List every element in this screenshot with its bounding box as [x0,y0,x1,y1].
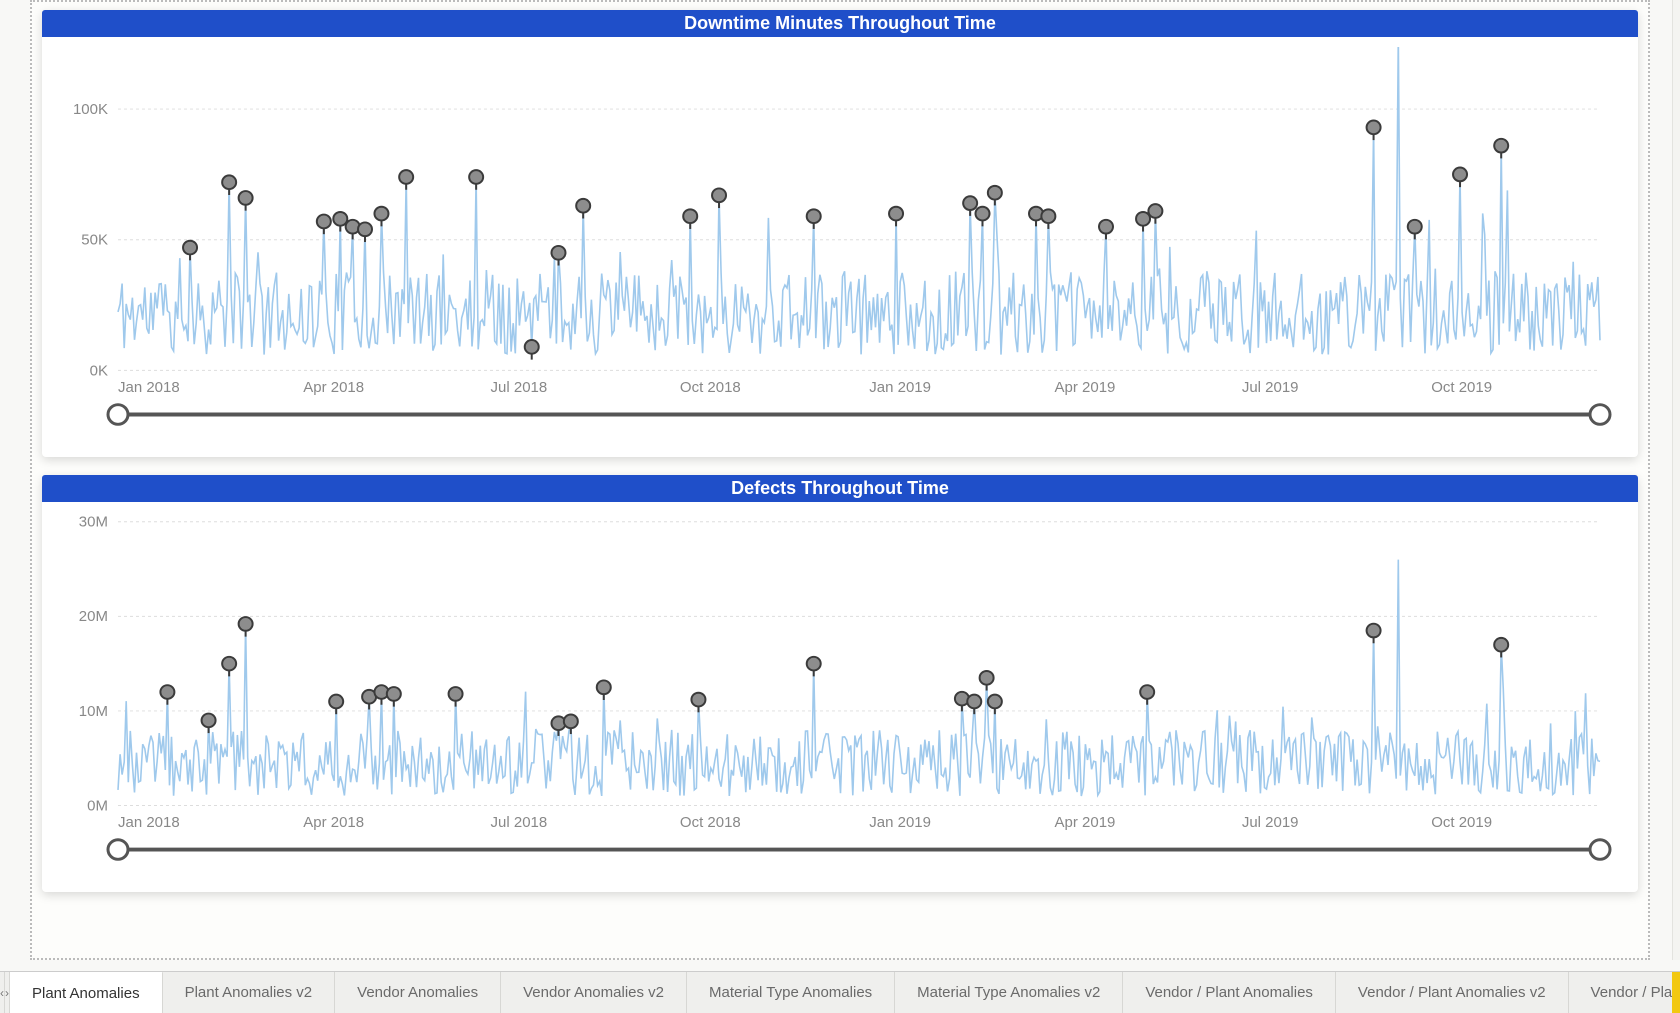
anomaly-marker[interactable] [1453,168,1467,188]
tab-overflow-indicator [1672,972,1680,1013]
y-axis-label: 0K [90,363,108,379]
anomaly-marker[interactable] [1099,220,1113,240]
anomaly-marker[interactable] [374,207,388,227]
page-tab[interactable]: Material Type Anomalies v2 [895,972,1123,1013]
x-axis-label: Jan 2018 [118,380,180,396]
x-axis-label: Oct 2019 [1431,380,1492,396]
anomaly-marker[interactable] [239,191,253,211]
anomaly-marker[interactable] [160,685,174,705]
x-axis-label: Jul 2019 [1242,815,1299,831]
anomaly-marker[interactable] [399,170,413,190]
x-axis-label: Jan 2019 [869,815,931,831]
anomaly-marker[interactable] [1408,220,1422,240]
page-tab[interactable]: Vendor / Plant Ano [1569,972,1680,1013]
anomaly-marker[interactable] [1367,624,1381,644]
anomaly-marker[interactable] [387,687,401,707]
series-line [118,47,1600,355]
anomaly-marker[interactable] [317,215,331,235]
anomaly-marker[interactable] [889,207,903,227]
chart-svg-downtime[interactable]: 0K 50K 100K Jan 2018 Apr 2018 Jul 2018 Oct 201… [60,47,1620,439]
y-axis-label: 100K [73,102,108,118]
anomaly-marker[interactable] [1140,685,1154,705]
anomaly-marker[interactable] [564,714,578,734]
x-axis-label: Apr 2019 [1055,380,1116,396]
anomaly-marker[interactable] [980,671,994,691]
y-axis-label: 20M [79,609,108,625]
page-tab[interactable]: Plant Anomalies v2 [163,972,336,1013]
anomaly-marker[interactable] [1494,638,1508,658]
x-axis-label: Oct 2019 [1431,815,1492,831]
anomaly-marker[interactable] [525,340,539,360]
anomaly-marker[interactable] [683,209,697,229]
slider-handle-end[interactable] [1590,840,1610,860]
anomaly-marker[interactable] [988,186,1002,206]
y-axis-label: 50K [81,233,108,249]
chart-body-defects[interactable]: 0M 10M 20M 30M Jan 2018 Apr 2018 Jul 2018 Oct 2… [42,502,1638,892]
x-axis-label: Oct 2018 [680,815,741,831]
anomaly-marker[interactable] [712,188,726,208]
anomaly-marker[interactable] [183,241,197,261]
report-canvas: Downtime Minutes Throughout Time 0K 50K 10… [30,0,1650,960]
chart-body-downtime[interactable]: 0K 50K 100K Jan 2018 Apr 2018 Jul 2018 Oct 201… [42,37,1638,457]
time-range-slider[interactable] [108,840,1610,860]
x-axis-label: Oct 2018 [680,380,741,396]
chart-title-downtime: Downtime Minutes Throughout Time [42,10,1638,37]
page-tab[interactable]: Vendor Anomalies v2 [501,972,687,1013]
page-tab[interactable]: Vendor / Plant Anomalies [1123,972,1336,1013]
page-tab[interactable]: Vendor Anomalies [335,972,501,1013]
right-pane-edge [1672,0,1680,960]
x-axis-label: Jul 2019 [1242,380,1299,396]
chart-card-defects: Defects Throughout Time 0M 10M 20M 30M Jan 2… [42,475,1638,892]
anomaly-marker[interactable] [239,617,253,637]
anomaly-marker[interactable] [449,687,463,707]
anomaly-marker[interactable] [222,657,236,677]
anomaly-marker[interactable] [469,170,483,190]
x-axis-label: Jan 2018 [118,815,180,831]
x-axis-label: Jul 2018 [491,380,548,396]
series-line [118,560,1600,796]
anomaly-marker[interactable] [1136,212,1150,232]
anomaly-marker[interactable] [691,693,705,713]
x-axis-label: Jan 2019 [869,380,931,396]
anomaly-marker[interactable] [976,207,990,227]
anomaly-marker[interactable] [807,209,821,229]
y-axis-label: 0M [87,799,108,815]
anomaly-marker[interactable] [967,695,981,715]
page-tab[interactable]: Vendor / Plant Anomalies v2 [1336,972,1569,1013]
anomaly-marker[interactable] [202,714,216,734]
chart-card-downtime: Downtime Minutes Throughout Time 0K 50K 10… [42,10,1638,457]
y-axis-label: 10M [79,704,108,720]
anomaly-marker[interactable] [1494,139,1508,159]
x-axis-label: Apr 2019 [1055,815,1116,831]
y-axis-label: 30M [79,515,108,531]
slider-handle-end[interactable] [1590,405,1610,425]
slider-handle-start[interactable] [108,840,128,860]
anomaly-marker[interactable] [576,199,590,219]
anomaly-marker[interactable] [1041,209,1055,229]
chart-svg-defects[interactable]: 0M 10M 20M 30M Jan 2018 Apr 2018 Jul 2018 Oct 2… [60,512,1620,874]
anomaly-marker[interactable] [1367,121,1381,141]
page-tab[interactable]: Material Type Anomalies [687,972,895,1013]
anomaly-marker[interactable] [222,175,236,195]
anomaly-marker[interactable] [358,222,372,242]
x-axis-label: Jul 2018 [491,815,548,831]
anomaly-marker[interactable] [597,680,611,700]
slider-handle-start[interactable] [108,405,128,425]
x-axis-label: Apr 2018 [303,380,364,396]
time-range-slider[interactable] [108,405,1610,425]
page-tab[interactable]: Plant Anomalies [10,971,163,1013]
x-axis-label: Apr 2018 [303,815,364,831]
page-tab-strip: ‹ › Plant AnomaliesPlant Anomalies v2Ven… [0,971,1680,1013]
chart-title-defects: Defects Throughout Time [42,475,1638,502]
anomaly-marker[interactable] [807,657,821,677]
